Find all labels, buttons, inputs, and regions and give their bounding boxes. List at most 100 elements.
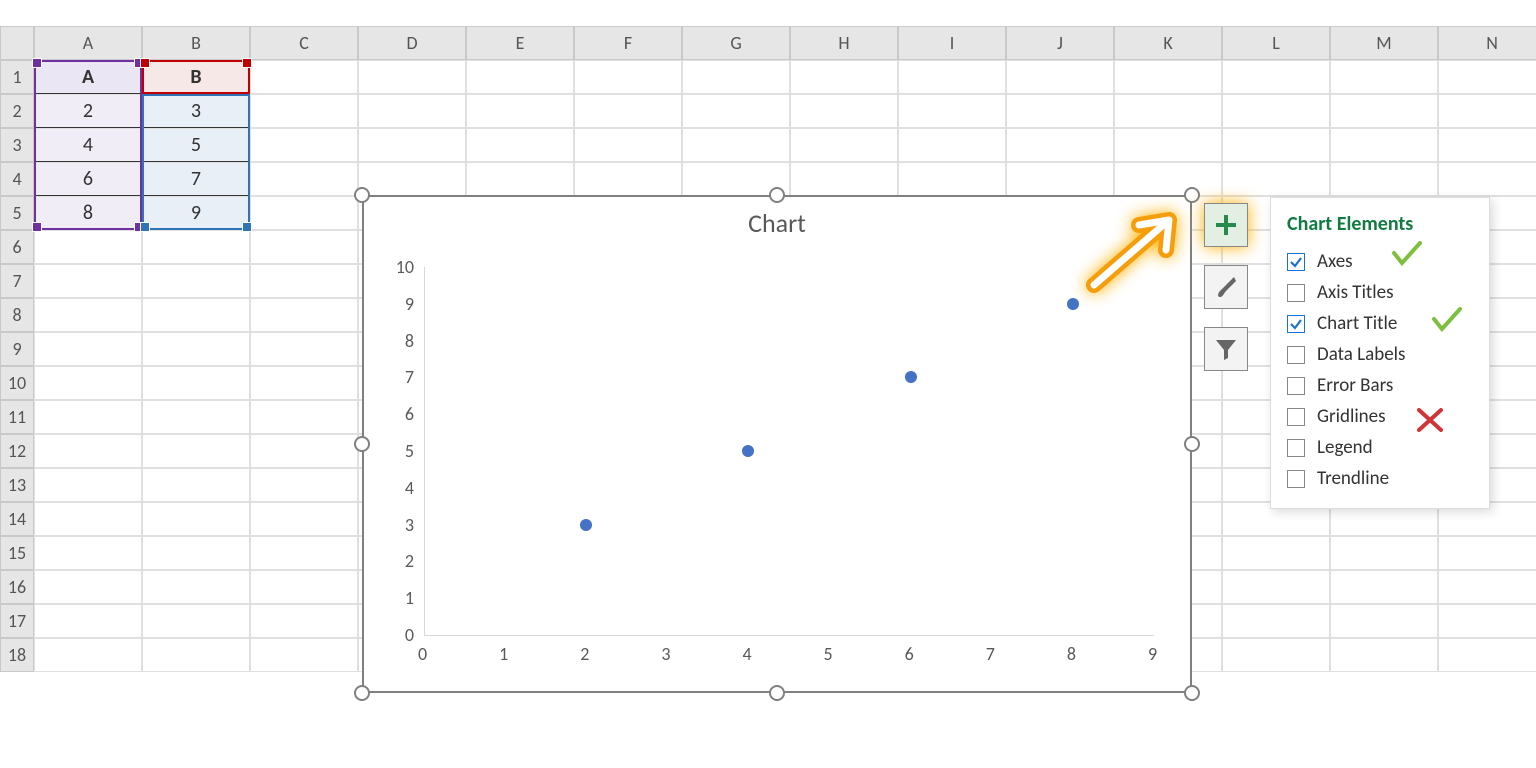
chart-resize-handle[interactable] [354,187,370,203]
cell[interactable] [34,264,142,298]
column-header[interactable]: L [1222,26,1330,60]
cell[interactable] [466,60,574,94]
cell[interactable]: 2 [34,94,142,128]
cell[interactable] [1438,638,1536,672]
cell[interactable] [466,94,574,128]
cell[interactable] [250,400,358,434]
cell[interactable] [34,570,142,604]
row-header[interactable]: 7 [0,264,34,298]
checkbox[interactable] [1287,408,1305,426]
chart-elements-item[interactable]: Axis Titles [1287,277,1465,308]
row-header[interactable]: 18 [0,638,34,672]
chart-resize-handle[interactable] [354,685,370,701]
checkbox[interactable] [1287,284,1305,302]
column-header[interactable]: A [34,26,142,60]
data-point[interactable] [1067,298,1079,310]
chart-elements-item[interactable]: Error Bars [1287,370,1465,401]
cell[interactable]: 3 [142,94,250,128]
cell[interactable] [1114,94,1222,128]
row-header[interactable]: 6 [0,230,34,264]
chart-resize-handle[interactable] [769,187,785,203]
cell[interactable] [1222,638,1330,672]
cell[interactable] [142,434,250,468]
cell[interactable] [1222,604,1330,638]
row-header[interactable]: 8 [0,298,34,332]
cell[interactable]: 9 [142,196,250,230]
cell[interactable] [34,604,142,638]
cell[interactable] [34,366,142,400]
data-point[interactable] [905,371,917,383]
cell[interactable] [1222,128,1330,162]
chart-filters-button[interactable] [1204,327,1248,371]
cell[interactable]: A [34,60,142,94]
cell[interactable] [250,570,358,604]
chart-resize-handle[interactable] [769,685,785,701]
chart-elements-item[interactable]: Trendline [1287,463,1465,494]
cell[interactable] [250,230,358,264]
cell[interactable] [34,400,142,434]
column-header[interactable]: K [1114,26,1222,60]
column-header[interactable]: C [250,26,358,60]
cell[interactable] [1006,60,1114,94]
cell[interactable] [250,128,358,162]
row-header[interactable]: 3 [0,128,34,162]
cell[interactable] [574,94,682,128]
cell[interactable] [790,128,898,162]
column-header[interactable]: F [574,26,682,60]
cell[interactable]: 5 [142,128,250,162]
cell[interactable] [142,332,250,366]
row-header[interactable]: 15 [0,536,34,570]
cell[interactable] [34,502,142,536]
cell[interactable] [1222,536,1330,570]
cell[interactable] [898,94,1006,128]
cell[interactable] [34,434,142,468]
cell[interactable]: 8 [34,196,142,230]
cell[interactable] [1330,60,1438,94]
cell[interactable] [358,60,466,94]
cell[interactable] [1222,60,1330,94]
cell[interactable] [142,570,250,604]
chart-resize-handle[interactable] [1184,685,1200,701]
cell[interactable] [142,400,250,434]
column-header[interactable]: B [142,26,250,60]
row-header[interactable]: 17 [0,604,34,638]
cell[interactable] [250,60,358,94]
cell[interactable] [142,230,250,264]
cell[interactable] [1006,128,1114,162]
cell[interactable] [1222,162,1330,196]
cell[interactable] [1330,94,1438,128]
checkbox[interactable] [1287,377,1305,395]
checkbox[interactable] [1287,346,1305,364]
cell[interactable] [1006,162,1114,196]
chart-object[interactable]: Chart 0123456789100123456789 [362,195,1192,693]
chart-plot-area[interactable]: 0123456789100123456789 [424,267,1154,635]
cell[interactable] [34,332,142,366]
chart-elements-item[interactable]: Data Labels [1287,339,1465,370]
cell[interactable] [250,366,358,400]
row-header[interactable]: 9 [0,332,34,366]
cell[interactable] [142,502,250,536]
cell[interactable] [250,468,358,502]
column-header[interactable]: N [1438,26,1536,60]
cell[interactable] [34,536,142,570]
cell[interactable] [1222,570,1330,604]
cell[interactable] [250,604,358,638]
select-all-corner[interactable] [0,26,34,60]
cell[interactable] [1438,94,1536,128]
cell[interactable] [1114,128,1222,162]
row-header[interactable]: 14 [0,502,34,536]
cell[interactable] [1330,128,1438,162]
cell[interactable] [358,94,466,128]
cell[interactable] [1330,536,1438,570]
cell[interactable] [898,162,1006,196]
cell[interactable] [1438,162,1536,196]
cell[interactable]: 7 [142,162,250,196]
cell[interactable] [142,638,250,672]
row-header[interactable]: 1 [0,60,34,94]
checkbox[interactable] [1287,470,1305,488]
cell[interactable] [682,94,790,128]
cell[interactable] [250,162,358,196]
chart-elements-item[interactable]: Legend [1287,432,1465,463]
row-header[interactable]: 12 [0,434,34,468]
cell[interactable] [250,638,358,672]
